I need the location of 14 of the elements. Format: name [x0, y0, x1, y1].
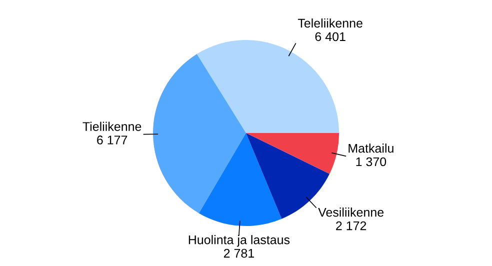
data-label: 6 177: [97, 136, 128, 144]
slice-label: Teleliikenne: [298, 18, 362, 28]
slice-label: Tieliikenne: [82, 122, 142, 131]
pie-slice: [196, 40, 339, 133]
data-label: 2 172: [336, 221, 366, 230]
pie-slice: [246, 133, 339, 174]
pie-slice: [198, 133, 282, 226]
slice-label: Vesiliikenne: [318, 208, 384, 217]
slice-label: Matkailu: [348, 144, 394, 153]
slice-label: Huolinta ja lastaus: [188, 235, 290, 247]
data-label: 2 781: [224, 248, 254, 258]
pie-slice: [153, 54, 246, 214]
data-label: 1 370: [356, 157, 386, 166]
data-label: 6 401: [315, 32, 346, 42]
